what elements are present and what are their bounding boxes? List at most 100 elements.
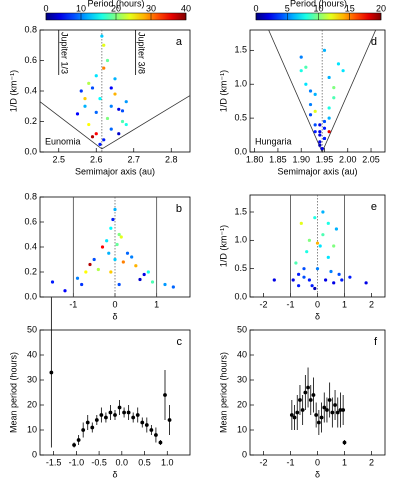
asteroid-point xyxy=(105,239,109,243)
asteroid-point xyxy=(124,100,128,104)
y-tick-label: 30 xyxy=(27,374,37,384)
asteroid-point xyxy=(98,97,102,101)
panel: Period (hours) 0 10 20 30 40 2.5 2.6 2.7 2.8 0.0 0.… xyxy=(8,0,191,176)
asteroid-point xyxy=(308,89,313,93)
y-tick-label: 0.8 xyxy=(24,24,37,34)
asteroid-point xyxy=(113,207,117,212)
colorbar-tick-label: 10 xyxy=(313,3,323,13)
asteroid-point xyxy=(102,66,106,70)
x-axis-label: δ xyxy=(315,311,320,321)
asteroid-point xyxy=(115,242,119,247)
mean-point xyxy=(306,385,310,390)
x-tick-label: 1.0 xyxy=(161,457,174,467)
resonance-label: Jupiter 3/8 xyxy=(136,32,146,74)
y-tick-label: 40 xyxy=(237,349,247,359)
asteroid-point xyxy=(313,216,317,220)
asteroid-point xyxy=(313,109,317,113)
asteroid-point xyxy=(150,280,155,284)
panel: Period (hours) 0 5 10 15 20 1.80 1.85 1.90 1.95 2.… xyxy=(218,0,386,176)
panel-label: d xyxy=(371,36,377,48)
asteroid-point xyxy=(322,119,327,124)
y-tick-label: 0.2 xyxy=(24,266,37,276)
y-tick-label: 0.0 xyxy=(24,291,37,301)
asteroid-point xyxy=(146,270,150,274)
mean-point xyxy=(303,390,308,395)
asteroid-point xyxy=(109,86,113,90)
y-tick-label: 0.6 xyxy=(24,216,37,226)
asteroid-point xyxy=(322,136,327,141)
asteroid-point xyxy=(332,281,336,285)
x-tick-label: 1 xyxy=(342,299,347,309)
y-axis-label: 1/D (km⁻¹) xyxy=(218,70,228,112)
mean-point xyxy=(122,410,126,415)
y-tick-label: 50 xyxy=(27,324,37,334)
x-axis-label: δ xyxy=(315,469,320,479)
asteroid-point xyxy=(119,235,123,239)
mean-point xyxy=(135,413,140,417)
mean-point xyxy=(335,410,340,415)
x-axis-label: δ xyxy=(112,311,117,321)
y-tick-label: 0 xyxy=(242,449,247,459)
asteroid-point xyxy=(326,255,330,259)
asteroid-point xyxy=(327,75,331,80)
mean-point xyxy=(292,415,297,420)
asteroid-point xyxy=(307,238,311,242)
panel: -1 0 1 0.0 0.2 0.4 0.6 0.8 δ b xyxy=(24,191,191,321)
asteroid-point xyxy=(318,143,322,147)
asteroid-point xyxy=(341,69,345,73)
asteroid-point xyxy=(329,269,333,274)
asteroid-point xyxy=(109,104,113,108)
mean-point xyxy=(311,393,316,397)
asteroid-point xyxy=(318,140,322,144)
panel-label: c xyxy=(177,336,183,348)
asteroid-point xyxy=(315,241,320,245)
panel-label: a xyxy=(176,36,183,48)
mean-point xyxy=(126,410,131,415)
asteroid-point xyxy=(111,217,115,222)
colorbar-tick-label: 0 xyxy=(43,3,48,13)
y-axis-label: 1/D (km⁻¹) xyxy=(8,70,18,112)
y-tick-label: 0.2 xyxy=(24,116,37,126)
asteroid-point xyxy=(83,97,87,101)
asteroid-point xyxy=(94,74,98,78)
asteroid-point xyxy=(337,272,341,276)
asteroid-point xyxy=(94,132,98,136)
mean-point xyxy=(319,415,324,420)
asteroid-point xyxy=(113,92,117,96)
x-tick-label: -1.5 xyxy=(46,457,62,467)
asteroid-point xyxy=(102,43,106,47)
asteroid-point xyxy=(304,65,308,69)
y-tick-label: 50 xyxy=(237,324,247,334)
x-tick-label: 0 xyxy=(315,457,320,467)
asteroid-point xyxy=(117,132,121,136)
asteroid-point xyxy=(332,96,336,100)
asteroid-point xyxy=(63,289,67,293)
colorbar-tick-label: 5 xyxy=(285,3,290,13)
y-tick-label: 0.4 xyxy=(24,241,37,251)
asteroid-point xyxy=(318,123,322,127)
mean-point xyxy=(81,428,86,432)
x-tick-label: -1.0 xyxy=(69,457,85,467)
asteroid-point xyxy=(336,62,341,66)
mean-point xyxy=(316,420,321,425)
y-tick-label: 20 xyxy=(237,399,247,409)
x-tick-label: 1.80 xyxy=(246,154,264,164)
y-tick-label: 1.0 xyxy=(234,235,247,245)
colorbar-label: Period (hours) xyxy=(290,0,347,8)
asteroid-point xyxy=(171,285,175,289)
asteroid-point xyxy=(340,278,344,282)
mean-point xyxy=(117,405,122,410)
y-axis-label: Mean period (hours) xyxy=(218,352,228,433)
mean-point xyxy=(72,443,76,447)
x-tick-label: 2.7 xyxy=(127,154,140,164)
mean-point xyxy=(289,413,294,417)
region-label: Hungaria xyxy=(255,136,292,146)
x-tick-label: 2.8 xyxy=(165,154,178,164)
mean-point xyxy=(308,398,313,402)
mean-point xyxy=(333,403,337,407)
asteroid-point xyxy=(302,275,306,279)
asteroid-point xyxy=(315,267,320,271)
asteroid-point xyxy=(304,82,308,86)
y-tick-label: 0.6 xyxy=(24,55,37,65)
asteroid-point xyxy=(313,92,317,96)
